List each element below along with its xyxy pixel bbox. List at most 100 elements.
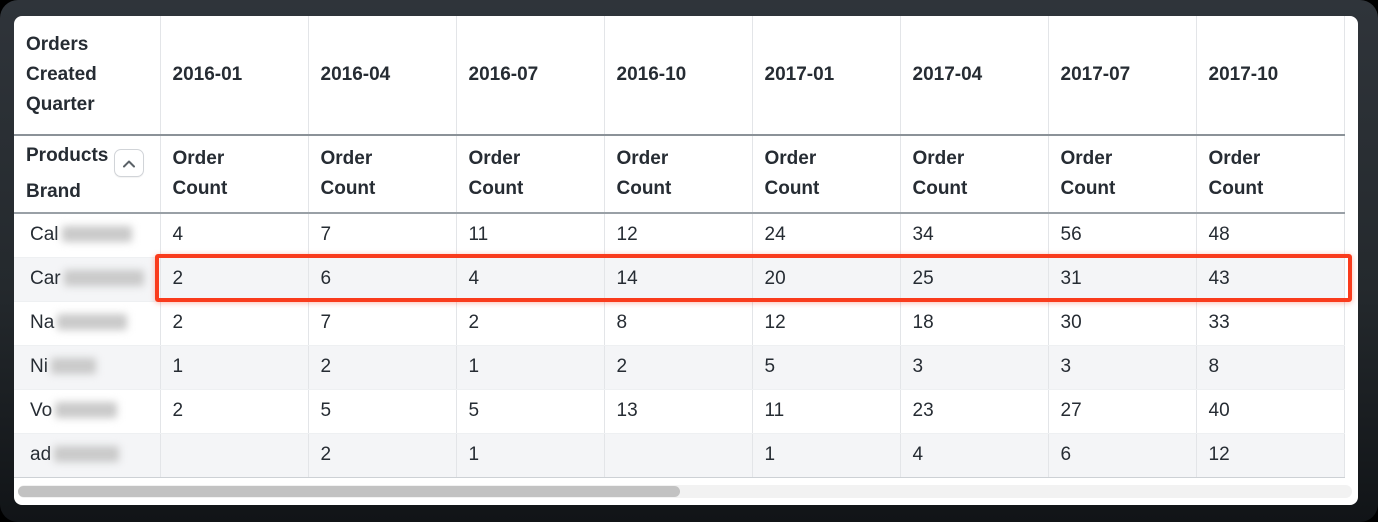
order-count-cell[interactable]: 56: [1048, 213, 1197, 258]
order-count-cell[interactable]: 1: [160, 345, 309, 390]
order-count-cell[interactable]: 20: [752, 257, 901, 302]
order-count-cell[interactable]: 6: [308, 257, 457, 302]
order-count-cell[interactable]: 13: [604, 389, 753, 434]
horizontal-scrollbar-track[interactable]: [18, 485, 1352, 498]
quarter-column-header[interactable]: 2017-04: [900, 16, 1049, 136]
order-count-cell[interactable]: 2: [160, 301, 309, 346]
sort-button[interactable]: [113, 149, 144, 177]
measure-column-header[interactable]: Order Count: [752, 135, 901, 214]
order-count-cell[interactable]: 7: [308, 301, 457, 346]
measure-column-header[interactable]: Order Count: [1048, 135, 1197, 214]
order-count-cell[interactable]: 2: [456, 301, 605, 346]
order-count-cell[interactable]: 23: [900, 389, 1049, 434]
quarter-column-header[interactable]: 2017-07: [1048, 16, 1197, 136]
brand-cell[interactable]: Car: [14, 257, 161, 302]
order-count-cell[interactable]: 11: [456, 213, 605, 258]
order-count-cell[interactable]: 27: [1048, 389, 1197, 434]
measure-column-header[interactable]: Order Count: [604, 135, 753, 214]
table-row-highlighted: Car 2 6 4 14 20 25 31 43: [14, 257, 1345, 302]
order-count-cell[interactable]: 31: [1048, 257, 1197, 302]
measure-label: Order Count: [1208, 148, 1264, 199]
order-count-cell[interactable]: 34: [900, 213, 1049, 258]
order-count-cell[interactable]: 25: [900, 257, 1049, 302]
measure-column-header[interactable]: Order Count: [900, 135, 1049, 214]
quarter-column-header[interactable]: 2017-10: [1196, 16, 1345, 136]
order-count-cell[interactable]: 48: [1196, 213, 1345, 258]
quarter-column-header[interactable]: 2016-10: [604, 16, 753, 136]
table-row: Cal 4 7 11 12 24 34 56 48: [14, 213, 1345, 258]
chevron-up-icon: [122, 160, 135, 168]
brand-cell[interactable]: Cal: [14, 213, 161, 258]
order-count-cell[interactable]: 5: [456, 389, 605, 434]
redacted-brand-text: [61, 226, 132, 243]
quarter-column-header[interactable]: 2016-04: [308, 16, 457, 136]
table-row: Na 2 7 2 8 12 18 30 33: [14, 301, 1345, 346]
brand-prefix: Na: [30, 312, 55, 333]
redacted-brand-text: [63, 270, 144, 286]
brand-prefix: Vo: [30, 400, 53, 421]
order-count-cell[interactable]: 33: [1196, 301, 1345, 346]
brand-cell[interactable]: Ni: [14, 345, 161, 390]
brand-cell[interactable]: Na: [14, 301, 161, 346]
order-count-cell[interactable]: 4: [900, 433, 1049, 478]
corner-header: Orders Created Quarter: [14, 16, 161, 136]
measure-label: Order Count: [764, 148, 820, 199]
order-count-cell[interactable]: 40: [1196, 389, 1345, 434]
order-count-cell[interactable]: 12: [604, 213, 753, 258]
order-count-cell[interactable]: 5: [308, 389, 457, 434]
order-count-cell[interactable]: 2: [160, 389, 309, 434]
order-count-cell[interactable]: 24: [752, 213, 901, 258]
order-count-cell[interactable]: 2: [308, 433, 457, 478]
brand-prefix: Cal: [30, 224, 59, 246]
order-count-cell[interactable]: 12: [1196, 433, 1345, 478]
measure-label: Order Count: [320, 148, 376, 199]
quarter-column-header[interactable]: 2016-07: [456, 16, 605, 136]
brand-prefix: ad: [30, 444, 52, 465]
order-count-cell[interactable]: 6: [1048, 433, 1197, 478]
table-row: Vo 2 5 5 13 11 23 27 40: [14, 389, 1345, 434]
order-count-cell[interactable]: 5: [752, 345, 901, 390]
redacted-brand-text: [50, 358, 96, 374]
order-count-cell[interactable]: 2: [308, 345, 457, 390]
order-count-cell[interactable]: 7: [308, 213, 457, 258]
measure-column-header[interactable]: Order Count: [1196, 135, 1345, 214]
horizontal-scrollbar-thumb[interactable]: [18, 486, 680, 497]
order-count-cell[interactable]: 43: [1196, 257, 1345, 302]
order-count-cell[interactable]: 4: [160, 213, 309, 258]
row-dimension-word2: Brand: [26, 181, 81, 202]
order-count-cell[interactable]: [604, 433, 753, 478]
quarter-header-row: Orders Created Quarter 2016-01 2016-04 201…: [14, 16, 1345, 136]
redacted-brand-text: [57, 314, 128, 330]
order-count-cell[interactable]: 11: [752, 389, 901, 434]
order-count-cell[interactable]: 2: [160, 257, 309, 302]
measure-column-header[interactable]: Order Count: [456, 135, 605, 214]
measure-column-header[interactable]: Order Count: [160, 135, 309, 214]
measure-header-row: Products Brand Order Count Order Count Ord…: [14, 135, 1345, 214]
measure-column-header[interactable]: Order Count: [308, 135, 457, 214]
order-count-cell[interactable]: 2: [604, 345, 753, 390]
redacted-brand-text: [54, 446, 120, 462]
row-dimension-header: Products Brand: [14, 135, 161, 214]
data-table-card: Orders Created Quarter 2016-01 2016-04 201…: [14, 16, 1358, 505]
quarter-column-header[interactable]: 2017-01: [752, 16, 901, 136]
order-count-cell[interactable]: 3: [1048, 345, 1197, 390]
order-count-cell[interactable]: 1: [456, 433, 605, 478]
brand-cell[interactable]: ad: [14, 433, 161, 478]
order-count-cell[interactable]: 1: [456, 345, 605, 390]
brand-cell[interactable]: Vo: [14, 389, 161, 434]
measure-label: Order Count: [1060, 148, 1116, 199]
order-count-cell[interactable]: 8: [604, 301, 753, 346]
order-count-cell[interactable]: [160, 433, 309, 478]
quarter-column-header[interactable]: 2016-01: [160, 16, 309, 136]
order-count-cell[interactable]: 14: [604, 257, 753, 302]
order-count-cell[interactable]: 4: [456, 257, 605, 302]
order-count-cell[interactable]: 1: [752, 433, 901, 478]
order-count-cell[interactable]: 18: [900, 301, 1049, 346]
order-count-cell[interactable]: 30: [1048, 301, 1197, 346]
order-count-cell[interactable]: 8: [1196, 345, 1345, 390]
table-row: ad 2 1 1 4 6 12: [14, 433, 1345, 478]
order-count-cell[interactable]: 12: [752, 301, 901, 346]
order-count-cell[interactable]: 3: [900, 345, 1049, 390]
corner-header-label: Orders Created Quarter: [26, 34, 97, 115]
